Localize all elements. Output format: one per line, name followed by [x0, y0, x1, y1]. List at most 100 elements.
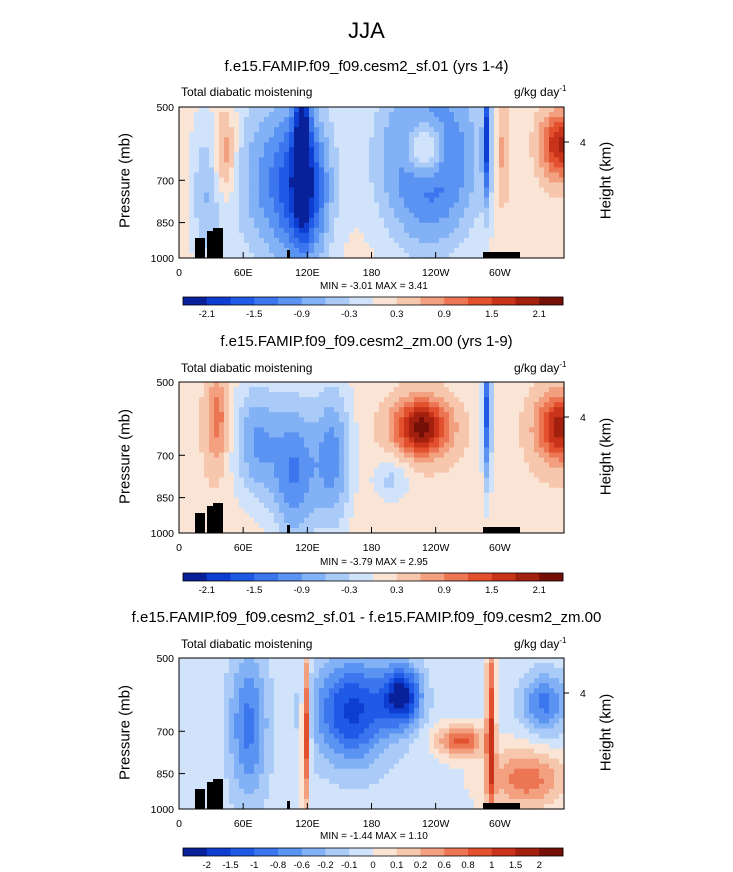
- heatmap-cell: [239, 442, 245, 449]
- heatmap-cell: [359, 432, 365, 438]
- heatmap-cell: [304, 527, 310, 534]
- heatmap-cell: [479, 382, 485, 388]
- heatmap-cell: [239, 217, 245, 224]
- heatmap-cell: [404, 137, 410, 143]
- heatmap-cell: [359, 507, 365, 514]
- heatmap-cell: [314, 422, 320, 428]
- heatmap-cell: [314, 472, 320, 479]
- heatmap-cell: [374, 417, 380, 423]
- x-tick-label: 120W: [422, 542, 450, 554]
- heatmap-cell: [399, 197, 405, 204]
- heatmap-cell: [249, 482, 255, 489]
- heatmap-cell: [454, 477, 460, 484]
- heatmap-cell: [469, 177, 475, 184]
- heatmap-cell: [399, 232, 405, 239]
- heatmap-cell: [494, 222, 500, 229]
- heatmap-cell: [224, 382, 230, 388]
- heatmap-cell: [254, 202, 260, 209]
- heatmap-cell: [274, 212, 280, 219]
- heatmap-cell: [189, 658, 195, 664]
- heatmap-cell: [519, 247, 525, 254]
- heatmap-cell: [514, 237, 520, 244]
- heatmap-cell: [524, 422, 530, 428]
- heatmap-cell: [424, 512, 430, 519]
- heatmap-cell: [524, 457, 530, 464]
- heatmap-cell: [514, 122, 520, 128]
- heatmap-cell: [384, 397, 390, 403]
- heatmap-cell: [349, 217, 355, 224]
- heatmap-cell: [199, 678, 205, 684]
- heatmap-cell: [334, 477, 340, 484]
- heatmap-cell: [479, 422, 485, 428]
- heatmap-cell: [534, 417, 540, 423]
- heatmap-cell: [254, 427, 260, 433]
- heatmap-cell: [199, 127, 205, 133]
- heatmap-cell: [374, 462, 380, 469]
- heatmap-cell: [389, 412, 395, 418]
- heatmap-cell: [369, 202, 375, 209]
- heatmap-cell: [224, 467, 230, 474]
- heatmap-cell: [549, 147, 555, 153]
- heatmap-cell: [424, 417, 430, 423]
- heatmap-cell: [489, 497, 495, 504]
- y-tick-label: 500: [156, 102, 174, 114]
- heatmap-cell: [239, 227, 245, 234]
- heatmap-cell: [189, 492, 195, 499]
- heatmap-cell: [474, 227, 480, 234]
- heatmap-cell: [314, 392, 320, 398]
- heatmap-cell: [379, 412, 385, 418]
- heatmap-cell: [349, 442, 355, 449]
- heatmap-cell: [529, 432, 535, 438]
- heatmap-cell: [254, 382, 260, 388]
- heatmap-cell: [464, 527, 470, 534]
- heatmap-cell: [399, 407, 405, 413]
- heatmap-cell: [319, 182, 325, 189]
- heatmap-cell: [539, 202, 545, 209]
- colorbar-swatch: [396, 573, 421, 581]
- heatmap-cell: [514, 477, 520, 484]
- heatmap-cell: [239, 207, 245, 214]
- heatmap-cell: [544, 152, 550, 158]
- heatmap-cell: [489, 172, 495, 179]
- heatmap-cell: [204, 217, 210, 224]
- heatmap-cell: [459, 197, 465, 204]
- heatmap-cell: [384, 237, 390, 244]
- heatmap-cell: [339, 517, 345, 524]
- heatmap-cell: [229, 217, 235, 224]
- heatmap-cell: [179, 227, 185, 234]
- heatmap-cell: [534, 187, 540, 194]
- heatmap-cell: [224, 472, 230, 479]
- heatmap-cell: [249, 222, 255, 229]
- heatmap-cell: [459, 527, 465, 534]
- heatmap-cell: [314, 527, 320, 534]
- heatmap-cell: [479, 397, 485, 403]
- heatmap-cell: [459, 172, 465, 179]
- heatmap-cell: [194, 192, 200, 199]
- heatmap-cell: [449, 152, 455, 158]
- heatmap-cell: [279, 417, 285, 423]
- heatmap-cell: [459, 432, 465, 438]
- heatmap-cell: [259, 477, 265, 484]
- heatmap-cell: [469, 437, 475, 443]
- heatmap-cell: [384, 462, 390, 469]
- heatmap-cell: [189, 497, 195, 504]
- heatmap-cell: [339, 382, 345, 388]
- heatmap-cell: [189, 713, 195, 719]
- heatmap-cell: [334, 172, 340, 179]
- heatmap-cell: [239, 127, 245, 133]
- heatmap-cell: [384, 252, 390, 259]
- heatmap-cell: [254, 122, 260, 128]
- heatmap-cell: [429, 452, 435, 459]
- heatmap-cell: [184, 723, 190, 730]
- heatmap-cell: [374, 512, 380, 519]
- heatmap-cell: [284, 127, 290, 133]
- heatmap-cell: [204, 522, 210, 529]
- heatmap-cell: [254, 162, 260, 168]
- heatmap-cell: [549, 112, 555, 118]
- heatmap-cell: [414, 147, 420, 153]
- heatmap-cell: [264, 407, 270, 413]
- heatmap-cell: [189, 793, 195, 800]
- heatmap-cell: [544, 487, 550, 494]
- heatmap-cell: [544, 507, 550, 514]
- heatmap-cell: [259, 147, 265, 153]
